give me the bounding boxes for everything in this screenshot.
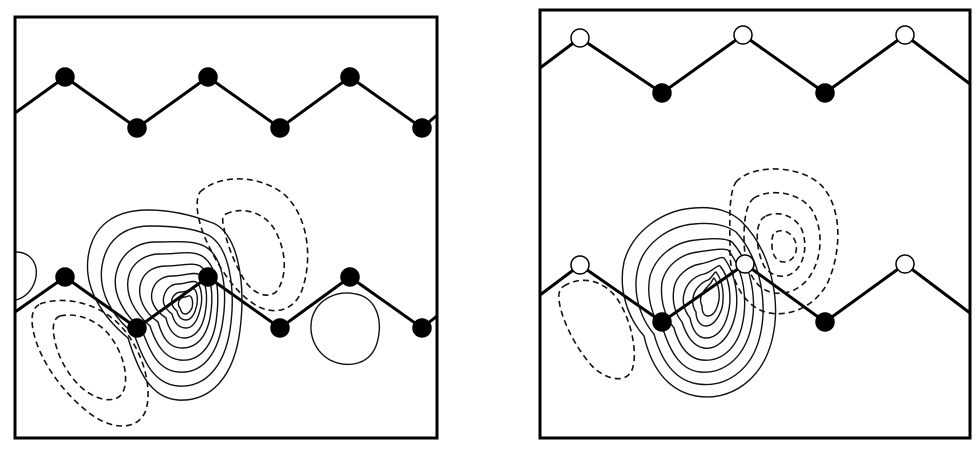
left-atom xyxy=(198,267,218,287)
left-solid-contour xyxy=(86,209,243,401)
left-dashed-contour xyxy=(52,314,127,401)
right-atom xyxy=(815,83,835,103)
left-solid-contour xyxy=(177,295,194,315)
right-dashed-contour xyxy=(728,168,839,315)
right-atom xyxy=(570,255,590,275)
right-solid-contour xyxy=(699,277,720,317)
right-solid-contour xyxy=(691,271,724,327)
left-dashed-contour xyxy=(31,299,149,427)
left-atom xyxy=(55,67,75,87)
left-top-chain xyxy=(14,75,438,130)
left-solid-contour xyxy=(150,272,208,339)
right-atom xyxy=(652,83,672,103)
right-dashed-contour xyxy=(558,279,636,380)
left-panel-frame xyxy=(13,15,439,440)
right-solid-contour xyxy=(648,237,755,373)
right-panel-frame xyxy=(538,8,972,440)
right-atom xyxy=(895,25,915,45)
left-atom xyxy=(55,267,75,287)
left-dashed-contour xyxy=(196,178,309,312)
left-atom xyxy=(340,67,360,87)
left-dashed-contour xyxy=(221,209,286,296)
right-solid-contour xyxy=(621,206,777,398)
left-solid-contour xyxy=(310,292,380,366)
right-solid-contour xyxy=(635,222,764,386)
right-atom xyxy=(815,312,835,332)
left-atom xyxy=(340,267,360,287)
right-dashed-contour xyxy=(771,229,798,263)
right-dashed-contour xyxy=(756,212,806,278)
left-solid-contour xyxy=(170,288,199,321)
right-dashed-contour xyxy=(743,191,821,295)
left-atom xyxy=(270,318,290,338)
left-solid-contour xyxy=(15,251,37,301)
right-solid-contour xyxy=(660,248,746,361)
right-atom xyxy=(733,25,753,45)
left-atom xyxy=(127,318,147,338)
left-atom xyxy=(127,118,147,138)
left-atom xyxy=(412,318,432,338)
left-solid-contour xyxy=(162,280,203,329)
left-dashed-contours xyxy=(31,178,309,427)
right-atom xyxy=(570,28,590,48)
left-solid-contour xyxy=(127,252,219,361)
right-atom xyxy=(895,254,915,274)
left-solid-contour xyxy=(100,225,233,387)
left-atoms xyxy=(55,67,432,338)
right-dashed-contours xyxy=(558,168,839,380)
right-solid-contour xyxy=(672,256,738,349)
right-solid-contours xyxy=(621,206,777,398)
left-atom xyxy=(270,118,290,138)
right-atom xyxy=(735,254,755,274)
right-solid-contour xyxy=(682,264,731,339)
right-atoms xyxy=(570,25,915,332)
right-panel xyxy=(538,8,972,440)
left-bottom-chain xyxy=(14,275,438,330)
left-atom xyxy=(412,118,432,138)
left-solid-contour xyxy=(138,263,213,349)
left-solid-contours xyxy=(15,209,380,401)
left-atom xyxy=(198,67,218,87)
right-atom xyxy=(652,312,672,332)
left-panel xyxy=(13,15,439,440)
